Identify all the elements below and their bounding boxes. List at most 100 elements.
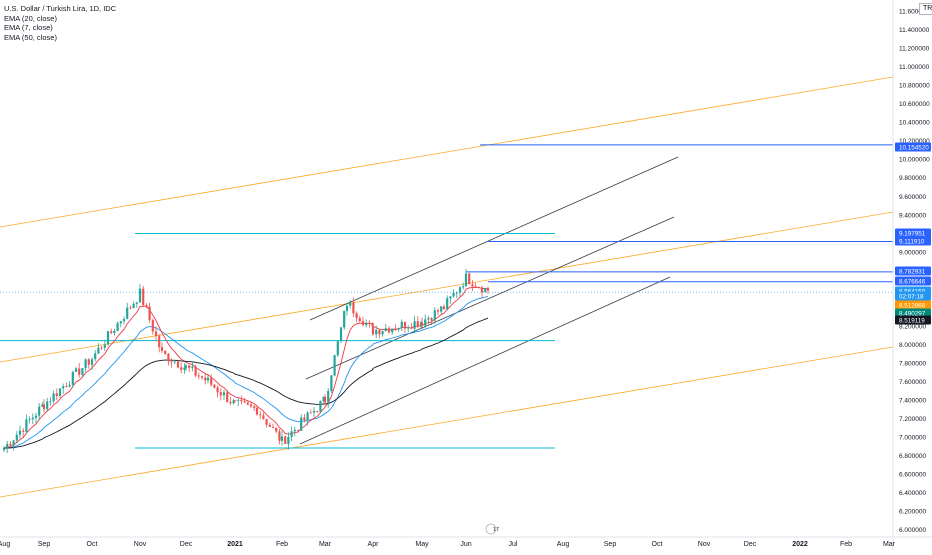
y-tick-label: 11.000000	[899, 64, 930, 71]
candle-body	[28, 419, 31, 421]
candle-body	[41, 404, 44, 407]
indicator-ema7[interactable]: EMA (7, close)	[4, 23, 53, 32]
candle-body	[94, 353, 97, 360]
candle-body	[484, 287, 487, 293]
candle-body	[9, 443, 12, 446]
price-label-text: 9.197951	[899, 230, 926, 237]
candle-body	[316, 410, 319, 412]
candle-body	[400, 321, 403, 328]
candle-body	[58, 388, 62, 397]
candle-body	[255, 407, 259, 415]
candle-body	[352, 302, 355, 314]
candle-body	[42, 404, 46, 410]
y-tick-label: 11.400000	[899, 27, 930, 34]
candle-body	[188, 365, 191, 368]
price-label-text: 8.782931	[899, 268, 926, 275]
candle-body	[319, 401, 322, 412]
candle-body	[22, 430, 25, 432]
candle-body	[180, 367, 183, 370]
x-tick-label: 2022	[792, 541, 808, 548]
candle-body	[309, 412, 312, 414]
candle-body	[62, 386, 65, 389]
x-tick-label: Dec	[744, 541, 757, 548]
orange-trendline	[0, 76, 894, 228]
candle-body	[216, 387, 219, 393]
price-label-text: 8.519119	[899, 317, 925, 324]
candle-body	[46, 401, 49, 410]
orange-trendline	[0, 346, 894, 498]
candle-body	[464, 273, 468, 287]
price-label-text: 8.676646	[899, 278, 926, 285]
candle-body	[287, 436, 290, 444]
candle-body	[442, 306, 446, 310]
candle-body	[440, 306, 443, 312]
x-tick-label: Nov	[134, 541, 147, 548]
candle-body	[135, 302, 138, 304]
indicator-ema50[interactable]: EMA (50, close)	[4, 32, 57, 42]
candle-body	[275, 427, 278, 432]
candle-body	[148, 306, 151, 321]
price-label-box	[895, 276, 931, 286]
indicator-ema20[interactable]: EMA (20, close)	[4, 13, 57, 23]
candle-body	[424, 319, 427, 326]
y-tick-label: 7.200000	[899, 416, 926, 423]
candle-body	[394, 328, 397, 330]
y-tick-label: 6.000000	[899, 527, 926, 534]
candle-body	[71, 371, 74, 385]
candle-body	[246, 402, 249, 405]
candle-body	[129, 307, 132, 309]
candle-body	[78, 368, 81, 375]
currency-badge[interactable]: TRY	[919, 3, 932, 15]
candle-body	[449, 296, 452, 299]
candle-body	[90, 359, 94, 365]
y-tick-label: 6.800000	[899, 453, 926, 460]
candle-body	[87, 359, 90, 365]
y-tick-label: 8.000000	[899, 342, 926, 349]
x-tick-label: Aug	[557, 541, 570, 548]
candle-body	[268, 424, 271, 427]
candle-body	[249, 404, 253, 407]
candle-body	[116, 323, 119, 331]
candle-body	[427, 318, 430, 320]
ema-layer	[3, 286, 489, 449]
candle-body	[154, 331, 158, 337]
candle-body	[259, 414, 262, 416]
candle-body	[243, 401, 246, 403]
candle-body	[391, 328, 394, 333]
candle-body	[34, 415, 38, 418]
candle-body	[49, 401, 52, 403]
horizontal-levels-layer	[0, 144, 893, 449]
chart-title[interactable]: U.S. Dollar / Turkish Lira, 1D, IDC	[4, 4, 117, 13]
candle-body	[253, 406, 256, 408]
price-label-box	[895, 300, 931, 310]
candle-body	[151, 320, 154, 332]
y-tick-label: 9.400000	[899, 212, 926, 219]
y-tick-label: 10.800000	[899, 83, 930, 90]
candle-body	[455, 292, 458, 294]
y-tick-label: 10.200000	[899, 138, 930, 145]
candle-body	[176, 361, 180, 368]
candle-body	[74, 368, 78, 372]
x-tick-label: Dec	[180, 541, 193, 548]
candle-body	[343, 310, 346, 328]
price-label-box	[895, 228, 931, 238]
ema20-line	[3, 295, 489, 449]
y-tick-label: 7.000000	[899, 434, 926, 441]
candle-body	[474, 286, 477, 288]
x-tick-label: Sep	[604, 541, 617, 548]
candle-body	[12, 440, 15, 446]
event-badge-icon	[485, 523, 497, 535]
candle-body	[145, 305, 148, 307]
candle-body	[410, 327, 413, 329]
black-trendline	[299, 276, 671, 445]
candle-body	[110, 331, 113, 333]
price-label-box	[895, 315, 931, 325]
candle-body	[18, 430, 22, 435]
x-tick-label: May	[415, 541, 429, 548]
candle-body	[355, 313, 358, 319]
candle-body	[462, 286, 465, 288]
candle-body	[132, 303, 135, 309]
